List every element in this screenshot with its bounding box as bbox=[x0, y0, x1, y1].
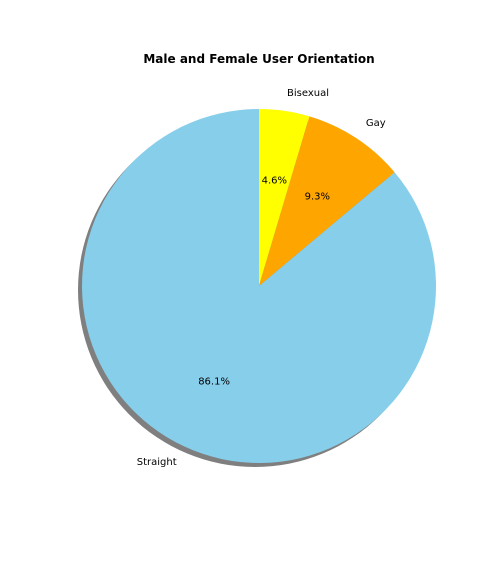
slice-percent-gay: 9.3% bbox=[305, 192, 330, 203]
slice-label-straight: Straight bbox=[137, 457, 177, 468]
pie-slice-gay bbox=[259, 116, 395, 286]
pie-labels: Bisexual 4.6% Gay 9.3% Straight 86.1% bbox=[137, 88, 386, 468]
pie-slice-straight bbox=[82, 109, 437, 463]
slice-percent-bisexual: 4.6% bbox=[262, 175, 287, 186]
slice-label-gay: Gay bbox=[366, 118, 386, 129]
pie-slices bbox=[82, 109, 437, 463]
chart-title: Male and Female User Orientation bbox=[143, 52, 374, 66]
slice-label-bisexual: Bisexual bbox=[287, 88, 329, 99]
pie-slice-bisexual bbox=[259, 109, 310, 286]
slice-percent-straight: 86.1% bbox=[198, 377, 230, 388]
